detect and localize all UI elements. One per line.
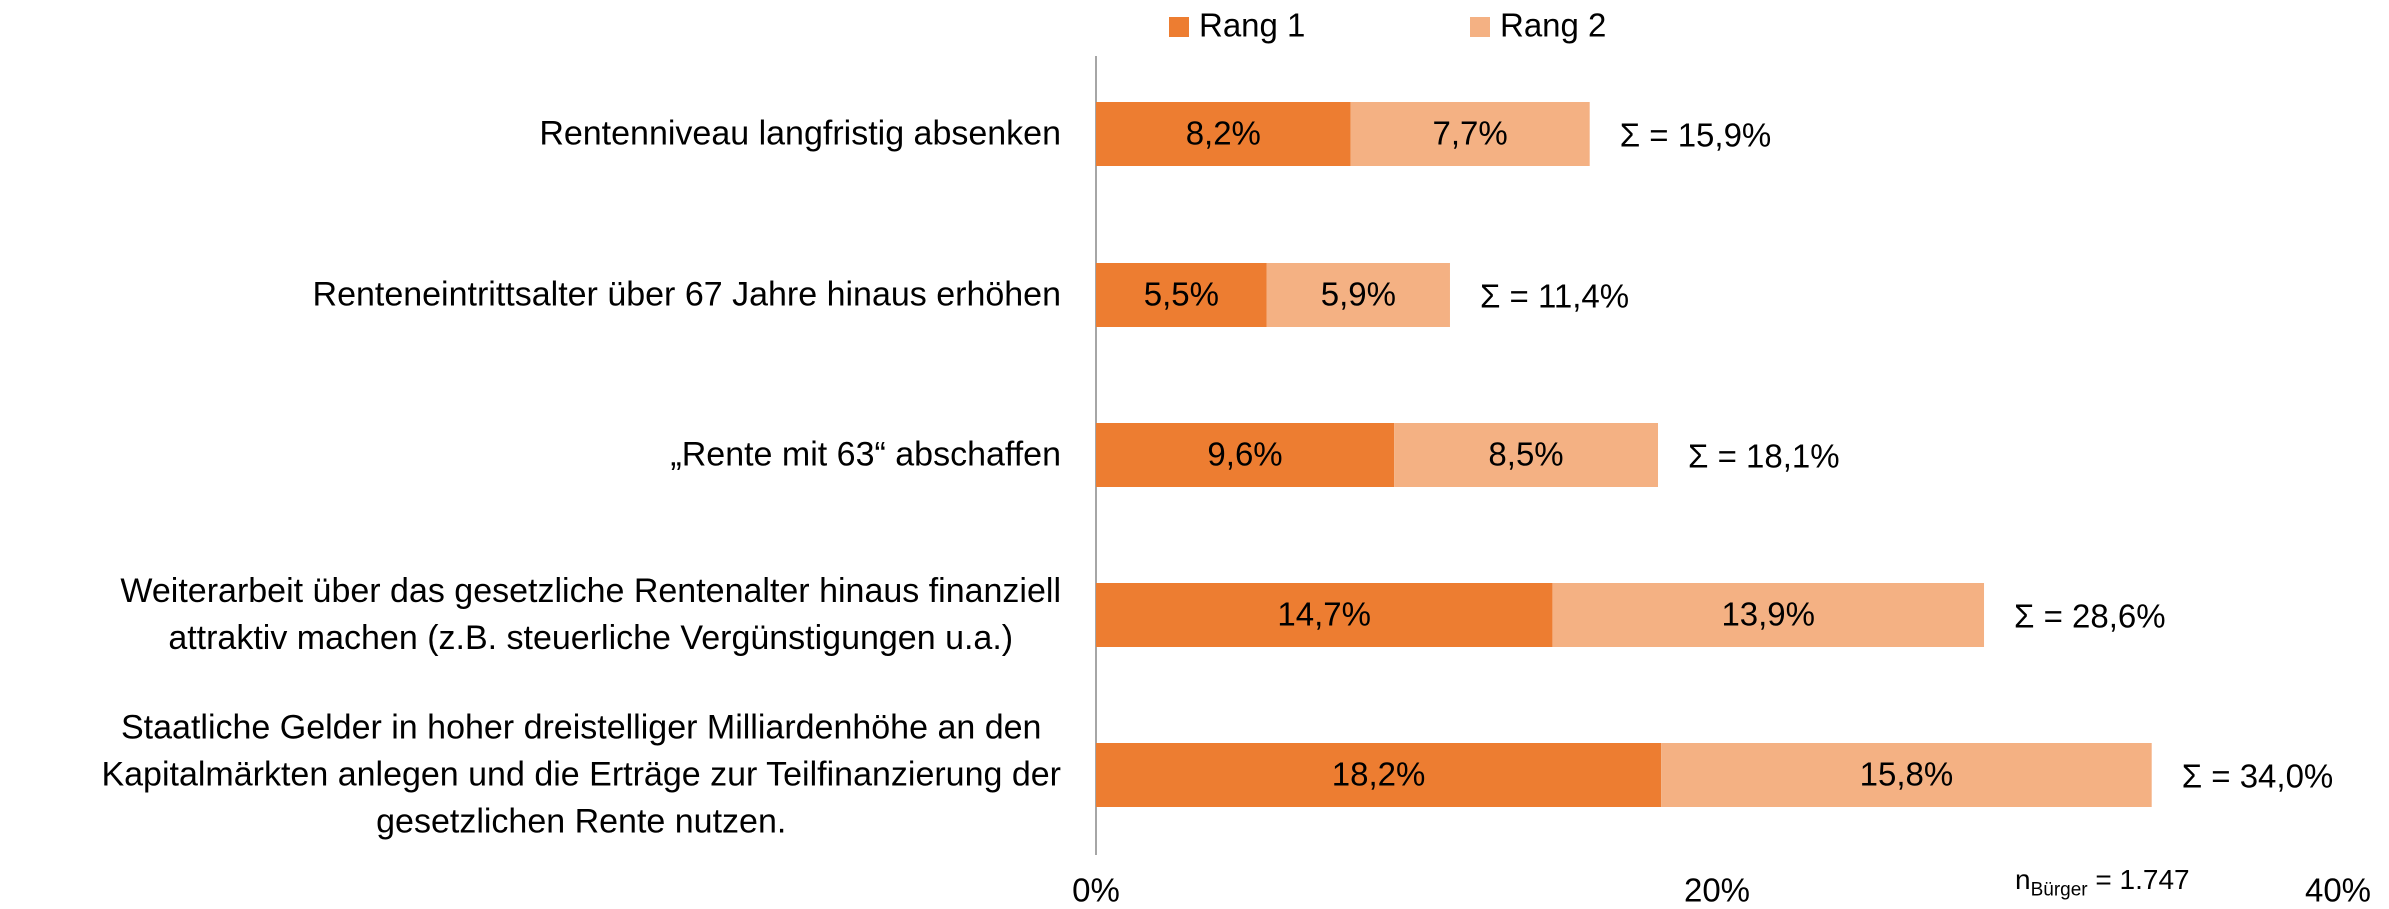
total-label: Σ = 15,9% bbox=[1620, 117, 1772, 154]
value-label: 8,5% bbox=[1488, 436, 1563, 473]
value-label: 15,8% bbox=[1860, 756, 1954, 793]
category-label: „Rente mit 63“ abschaffen bbox=[1, 432, 1061, 479]
bar-segment bbox=[1394, 423, 1659, 487]
category-text: Staatliche Gelder in hoher dreistelliger… bbox=[101, 708, 1061, 841]
category-text: „Rente mit 63“ abschaffen bbox=[670, 435, 1061, 474]
category-label: Staatliche Gelder in hoher dreistelliger… bbox=[1, 705, 1061, 846]
category-label: Renteneintrittsalter über 67 Jahre hinau… bbox=[1, 272, 1061, 319]
total-label: Σ = 28,6% bbox=[2014, 598, 2166, 635]
note-subscript: Bürger bbox=[2030, 879, 2088, 901]
bar-segment bbox=[1552, 583, 1985, 647]
category-text: Rentenniveau langfristig absenken bbox=[539, 114, 1061, 153]
bar-segment bbox=[1096, 102, 1351, 166]
legend-swatch bbox=[1169, 17, 1189, 37]
bar-segment bbox=[1661, 743, 2152, 807]
legend-label: Rang 1 bbox=[1199, 7, 1305, 44]
value-label: 5,9% bbox=[1321, 276, 1396, 313]
value-label: 13,9% bbox=[1721, 596, 1815, 633]
category-text: Weiterarbeit über das gesetzliche Renten… bbox=[120, 572, 1061, 657]
legend-label: Rang 2 bbox=[1500, 7, 1606, 44]
bar-segment bbox=[1096, 263, 1267, 327]
value-label: 7,7% bbox=[1433, 115, 1508, 152]
category-text: Renteneintrittsalter über 67 Jahre hinau… bbox=[312, 275, 1061, 314]
total-label: Σ = 34,0% bbox=[2182, 758, 2334, 795]
x-tick-label: 40% bbox=[2305, 872, 2371, 909]
value-label: 18,2% bbox=[1332, 756, 1426, 793]
x-tick-label: 0% bbox=[1072, 872, 1120, 909]
sample-note: nBürger = 1.747 bbox=[2015, 864, 2190, 902]
bar-segment bbox=[1266, 263, 1450, 327]
total-label: Σ = 11,4% bbox=[1480, 278, 1629, 315]
bar-segment bbox=[1096, 423, 1395, 487]
legend-swatch bbox=[1470, 17, 1490, 37]
total-label: Σ = 18,1% bbox=[1688, 438, 1840, 475]
bar-segment bbox=[1350, 102, 1590, 166]
note-rest: = 1.747 bbox=[2087, 864, 2190, 895]
category-label: Weiterarbeit über das gesetzliche Renten… bbox=[1, 568, 1061, 662]
value-label: 5,5% bbox=[1144, 276, 1219, 313]
category-label: Rentenniveau langfristig absenken bbox=[1, 111, 1061, 158]
value-label: 14,7% bbox=[1277, 596, 1371, 633]
bar-segment bbox=[1096, 583, 1553, 647]
note-main: n bbox=[2015, 864, 2031, 895]
value-label: 8,2% bbox=[1186, 115, 1261, 152]
value-label: 9,6% bbox=[1207, 436, 1282, 473]
x-tick-label: 20% bbox=[1684, 872, 1750, 909]
bar-segment bbox=[1096, 743, 1662, 807]
